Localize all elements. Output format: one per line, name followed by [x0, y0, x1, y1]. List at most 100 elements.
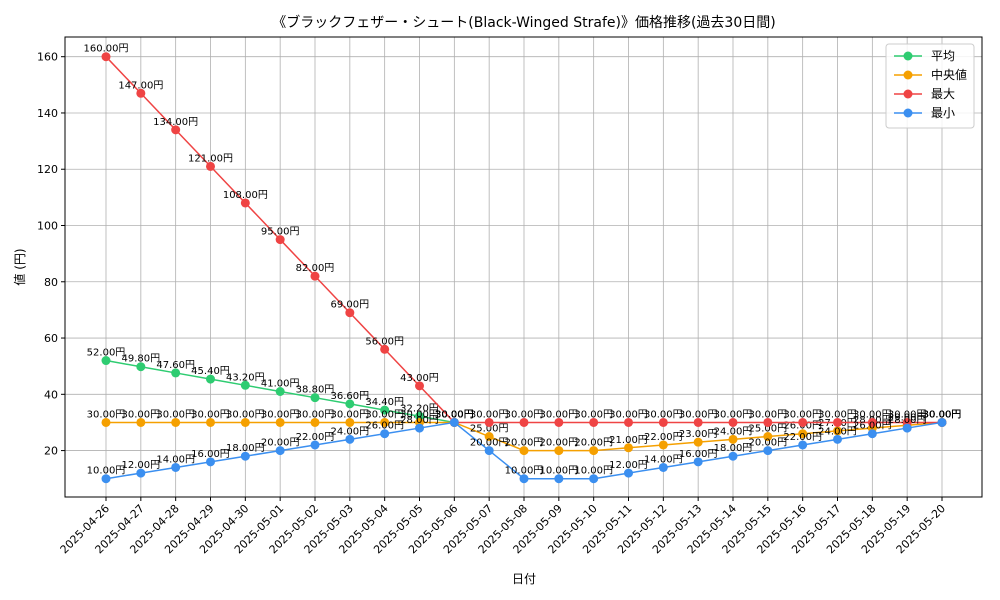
- data-label: 82.00円: [296, 263, 335, 274]
- data-label: 30.00円: [923, 409, 962, 420]
- legend-label: 最大: [931, 87, 955, 101]
- plot-frame: [64, 36, 983, 498]
- data-point: [206, 374, 215, 384]
- data-label: 36.60円: [331, 391, 370, 402]
- y-tick-label: 140: [37, 107, 58, 120]
- data-label: 20.00円: [261, 438, 300, 449]
- data-label: 14.00円: [156, 454, 195, 465]
- data-label: 16.00円: [191, 449, 230, 460]
- data-label: 108.00円: [223, 190, 268, 201]
- data-point: [554, 417, 564, 427]
- data-label: 21.00円: [609, 435, 648, 446]
- data-label: 30.00円: [156, 409, 195, 420]
- data-point: [554, 474, 564, 484]
- y-axis-ticks: 20 40 60 80 100 120 140 160: [37, 51, 65, 458]
- data-label: 30.00円: [853, 409, 892, 420]
- series-layer: 52.00円49.80円47.60円45.40円43.20円41.00円38.8…: [84, 44, 962, 484]
- data-label: 12.00円: [609, 460, 648, 471]
- data-point: [171, 368, 181, 378]
- data-point: [206, 161, 215, 171]
- data-label: 30.00円: [609, 409, 648, 420]
- data-point: [345, 417, 355, 427]
- data-point: [345, 399, 355, 409]
- data-label: 147.00円: [118, 80, 163, 91]
- x-axis-label: 日付: [512, 572, 536, 586]
- data-point: [380, 344, 390, 354]
- data-point: [380, 417, 390, 427]
- data-point: [833, 434, 842, 444]
- data-label: 56.00円: [365, 336, 404, 347]
- y-tick-label: 20: [44, 445, 58, 458]
- legend-marker: [903, 51, 913, 61]
- data-point: [589, 446, 599, 456]
- data-label: 41.00円: [261, 378, 300, 389]
- data-point: [101, 356, 111, 366]
- data-label: 30.00円: [783, 409, 822, 420]
- legend-marker: [903, 108, 913, 118]
- data-point: [658, 417, 668, 427]
- data-label: 20.00円: [540, 438, 579, 449]
- data-point: [345, 434, 355, 444]
- data-point: [728, 434, 738, 444]
- data-point: [693, 437, 703, 447]
- data-point: [867, 417, 877, 427]
- data-point: [240, 451, 250, 461]
- data-point: [275, 417, 285, 427]
- data-label: 30.00円: [470, 409, 509, 420]
- data-point: [902, 423, 912, 433]
- data-point: [589, 474, 599, 484]
- data-point: [833, 426, 842, 436]
- data-label: 20.00円: [505, 438, 544, 449]
- legend-label: 最小: [931, 106, 955, 120]
- data-point: [519, 474, 529, 484]
- y-tick-label: 80: [44, 276, 58, 289]
- data-point: [415, 411, 424, 421]
- data-label: 25.00円: [470, 424, 509, 435]
- data-label: 30.00円: [122, 409, 161, 420]
- data-point: [763, 417, 773, 427]
- data-label: 26.00円: [853, 421, 892, 432]
- data-point: [240, 198, 250, 208]
- series-1: 30.00円30.00円30.00円30.00円30.00円30.00円30.0…: [87, 409, 961, 456]
- data-point: [101, 474, 111, 484]
- data-point: [171, 125, 181, 135]
- data-point: [798, 429, 808, 439]
- data-point: [867, 429, 877, 439]
- data-label: 12.00円: [122, 460, 161, 471]
- data-label: 32.20円: [400, 403, 439, 414]
- data-point: [798, 440, 808, 450]
- data-point: [484, 446, 494, 456]
- data-label: 30.00円: [331, 409, 370, 420]
- data-label: 10.00円: [574, 466, 613, 477]
- data-point: [624, 468, 633, 478]
- data-label: 14.00円: [644, 454, 683, 465]
- data-label: 10.00円: [87, 466, 126, 477]
- data-point: [763, 446, 773, 456]
- legend-marker: [903, 70, 913, 80]
- data-label: 30.00円: [540, 409, 579, 420]
- chart-title: 《ブラックフェザー・シュート(Black-Winged Strafe)》価格推移…: [272, 14, 775, 31]
- data-label: 34.40円: [365, 397, 404, 408]
- data-point: [380, 429, 390, 439]
- data-label: 10.00円: [540, 466, 579, 477]
- data-point: [415, 381, 424, 391]
- data-label: 30.00円: [923, 409, 962, 420]
- data-label: 18.00円: [714, 443, 753, 454]
- data-label: 30.00円: [888, 409, 927, 420]
- data-point: [519, 446, 529, 456]
- data-label: 30.00円: [505, 409, 544, 420]
- data-label: 30.00円: [226, 409, 265, 420]
- data-point: [136, 417, 146, 427]
- data-point: [937, 417, 947, 427]
- data-label: 23.00円: [679, 429, 718, 440]
- data-point: [484, 417, 494, 427]
- data-point: [240, 380, 250, 390]
- data-label: 24.00円: [331, 426, 370, 437]
- data-point: [624, 417, 633, 427]
- data-label: 69.00円: [331, 300, 370, 311]
- data-label: 30.00円: [296, 409, 335, 420]
- data-label: 20.00円: [749, 438, 788, 449]
- legend-label: 平均: [931, 49, 955, 63]
- data-point: [589, 417, 599, 427]
- data-point: [345, 308, 355, 318]
